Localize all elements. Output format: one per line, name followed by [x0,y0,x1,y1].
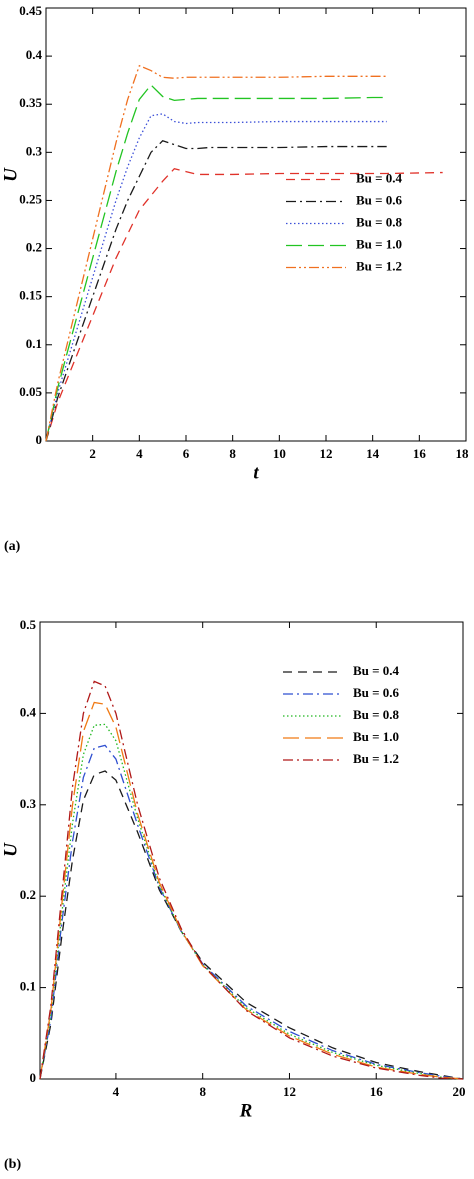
x-tick-label: 20 [453,1084,466,1099]
y-tick-label: 0.3 [26,143,43,158]
y-tick-label: 0.3 [20,796,37,811]
y-tick-label: 0.5 [20,617,37,632]
legend-label: Bu = 0.8 [356,214,403,229]
x-tick-label: 16 [370,1084,384,1099]
x-axis-title: t [253,462,259,483]
y-tick-label: 0.1 [20,979,36,994]
legend-label: Bu = 0.6 [353,685,400,700]
data-line [39,770,464,1080]
y-tick-label: 0.4 [26,47,43,62]
data-line [39,723,464,1080]
y-tick-label: 0 [36,432,43,447]
legend-label: Bu = 0.8 [353,707,400,722]
y-tick-label: 0.4 [20,704,37,719]
data-line [39,680,464,1080]
legend-label: Bu = 1.0 [353,729,399,744]
legend-label: Bu = 1.2 [356,258,402,273]
y-tick-label: 0 [30,1070,37,1085]
chart-panel: 2 4 6 8 10 12 14 16 18 0 0.05 0.1 0.15 0.2 0.25 0.3 0.35… [0,3,469,554]
x-tick-label: 8 [199,1084,206,1099]
data-line [45,84,387,442]
data-line [45,140,387,442]
x-tick-label: 16 [413,446,427,461]
y-tick-label: 0.2 [26,240,42,255]
y-axis-title: U [0,842,21,857]
x-tick-label: 12 [320,446,333,461]
legend-label: Bu = 1.2 [353,751,399,766]
y-tick-label: 0.45 [19,3,42,18]
y-tick-label: 0.25 [19,191,42,206]
x-tick-label: 6 [183,446,190,461]
x-tick-label: 4 [113,1084,120,1099]
data-line [45,113,387,442]
chart-panel: 4 8 12 16 20 0 0.1 0.2 0.3 0.4 0.5 R U (b) Bu = 0.4 Bu … [0,617,465,1172]
legend-label: Bu = 0.4 [356,170,403,185]
plot-frame [39,621,464,1080]
x-tick-label: 14 [366,446,380,461]
panel-label: (a) [4,539,21,554]
y-tick-label: 0.05 [19,384,42,399]
plot-frame [45,7,467,442]
x-tick-label: 4 [136,446,143,461]
data-line [39,744,464,1080]
x-tick-label: 8 [229,446,236,461]
x-tick-label: 10 [273,446,286,461]
x-tick-label: 2 [89,446,96,461]
x-tick-label: 18 [456,446,470,461]
x-tick-label: 12 [283,1084,296,1099]
y-tick-label: 0.1 [26,336,42,351]
y-tick-label: 0.15 [19,288,42,303]
data-line [45,167,443,442]
data-line [39,701,464,1080]
panel-label: (b) [4,1157,21,1172]
y-tick-label: 0.2 [20,887,36,902]
legend-label: Bu = 0.6 [356,192,403,207]
legend-label: Bu = 0.4 [353,663,400,678]
y-axis-title: U [0,167,21,182]
legend-label: Bu = 1.0 [356,236,402,251]
data-line [45,64,387,442]
y-tick-label: 0.35 [19,95,42,110]
x-axis-title: R [239,1100,253,1121]
